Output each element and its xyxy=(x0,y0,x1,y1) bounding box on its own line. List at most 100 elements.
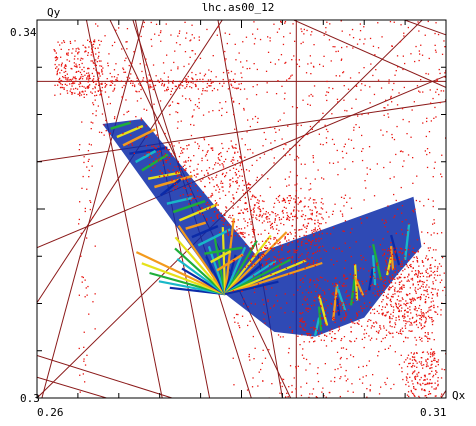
scatter-point xyxy=(303,341,305,343)
scatter-point xyxy=(297,259,299,262)
scatter-point xyxy=(433,388,435,390)
scatter-point xyxy=(198,101,200,104)
scatter-point xyxy=(79,144,81,146)
scatter-point xyxy=(356,43,359,45)
scatter-point xyxy=(312,95,314,97)
scatter-point xyxy=(234,73,236,75)
scatter-point xyxy=(369,301,371,304)
scatter-point xyxy=(426,290,428,293)
scatter-point xyxy=(325,345,328,347)
scatter-point xyxy=(274,218,276,220)
scatter-point xyxy=(149,84,151,86)
scatter-point xyxy=(207,172,209,174)
scatter-point xyxy=(384,381,386,384)
scatter-point xyxy=(237,160,239,162)
scatter-point xyxy=(313,230,315,233)
scatter-point xyxy=(85,287,87,289)
scatter-point xyxy=(398,319,400,321)
scatter-point xyxy=(301,303,304,306)
scatter-point xyxy=(262,253,265,256)
scatter-point xyxy=(321,318,323,320)
scatter-point xyxy=(296,174,298,177)
scatter-point xyxy=(293,294,295,296)
scatter-point xyxy=(210,196,212,198)
scatter-point xyxy=(390,282,393,284)
scatter-point xyxy=(294,229,296,231)
scatter-point xyxy=(244,156,246,158)
scatter-point xyxy=(346,358,348,360)
footprint-ray xyxy=(317,295,329,326)
scatter-point xyxy=(224,219,226,221)
scatter-point xyxy=(387,116,390,118)
scatter-point xyxy=(293,215,296,218)
scatter-point xyxy=(249,320,251,322)
scatter-point xyxy=(397,208,399,210)
scatter-point xyxy=(280,54,283,56)
scatter-point xyxy=(222,223,225,226)
scatter-point xyxy=(407,354,410,356)
scatter-point xyxy=(85,50,87,52)
scatter-point xyxy=(228,147,230,150)
scatter-point xyxy=(420,384,422,386)
footprint-ray xyxy=(371,255,377,286)
scatter-point xyxy=(282,197,285,200)
scatter-point xyxy=(373,326,375,328)
scatter-point xyxy=(420,328,423,330)
scatter-point xyxy=(157,160,160,162)
scatter-point xyxy=(249,184,252,186)
scatter-point xyxy=(89,77,91,80)
scatter-point xyxy=(171,81,174,83)
scatter-point xyxy=(199,78,201,81)
scatter-point xyxy=(211,147,214,149)
scatter-point xyxy=(407,302,409,304)
scatter-point xyxy=(87,87,89,89)
scatter-point xyxy=(299,229,301,231)
scatter-point xyxy=(232,207,234,209)
scatter-point xyxy=(350,331,352,333)
scatter-point xyxy=(331,317,334,319)
scatter-point xyxy=(195,85,197,88)
scatter-point xyxy=(332,210,334,212)
scatter-point xyxy=(309,55,311,57)
scatter-point xyxy=(359,378,361,380)
scatter-point xyxy=(73,58,76,60)
footprint-ray xyxy=(224,280,279,296)
scatter-point xyxy=(440,265,442,267)
scatter-point xyxy=(189,165,191,168)
scatter-point xyxy=(59,77,61,80)
scatter-point xyxy=(155,147,157,149)
scatter-point xyxy=(244,266,246,268)
scatter-point xyxy=(134,85,136,88)
scatter-point xyxy=(305,231,307,233)
scatter-point xyxy=(430,317,432,319)
scatter-point xyxy=(301,334,303,336)
scatter-point xyxy=(248,353,250,356)
scatter-point xyxy=(279,260,281,262)
scatter-point xyxy=(217,186,219,188)
scatter-point xyxy=(243,171,245,173)
scatter-point xyxy=(178,102,180,105)
scatter-point xyxy=(314,340,316,342)
scatter-point xyxy=(173,61,175,64)
scatter-point xyxy=(99,94,101,96)
scatter-point xyxy=(60,79,62,82)
footprint-ray xyxy=(353,264,359,301)
scatter-point xyxy=(114,41,116,43)
scatter-point xyxy=(406,280,408,282)
scatter-point xyxy=(428,249,430,252)
scatter-point xyxy=(437,289,439,291)
scatter-point xyxy=(229,186,231,188)
scatter-point xyxy=(269,40,271,42)
scatter-point xyxy=(401,288,403,290)
scatter-point xyxy=(335,294,337,296)
scatter-point xyxy=(319,287,321,289)
scatter-point xyxy=(84,364,87,366)
scatter-point xyxy=(247,264,249,267)
scatter-point xyxy=(435,373,437,375)
scatter-point xyxy=(433,167,435,169)
scatter-point xyxy=(438,68,440,71)
scatter-point xyxy=(309,335,311,337)
scatter-point xyxy=(373,93,376,96)
scatter-point xyxy=(345,312,347,314)
scatter-point xyxy=(239,148,241,150)
